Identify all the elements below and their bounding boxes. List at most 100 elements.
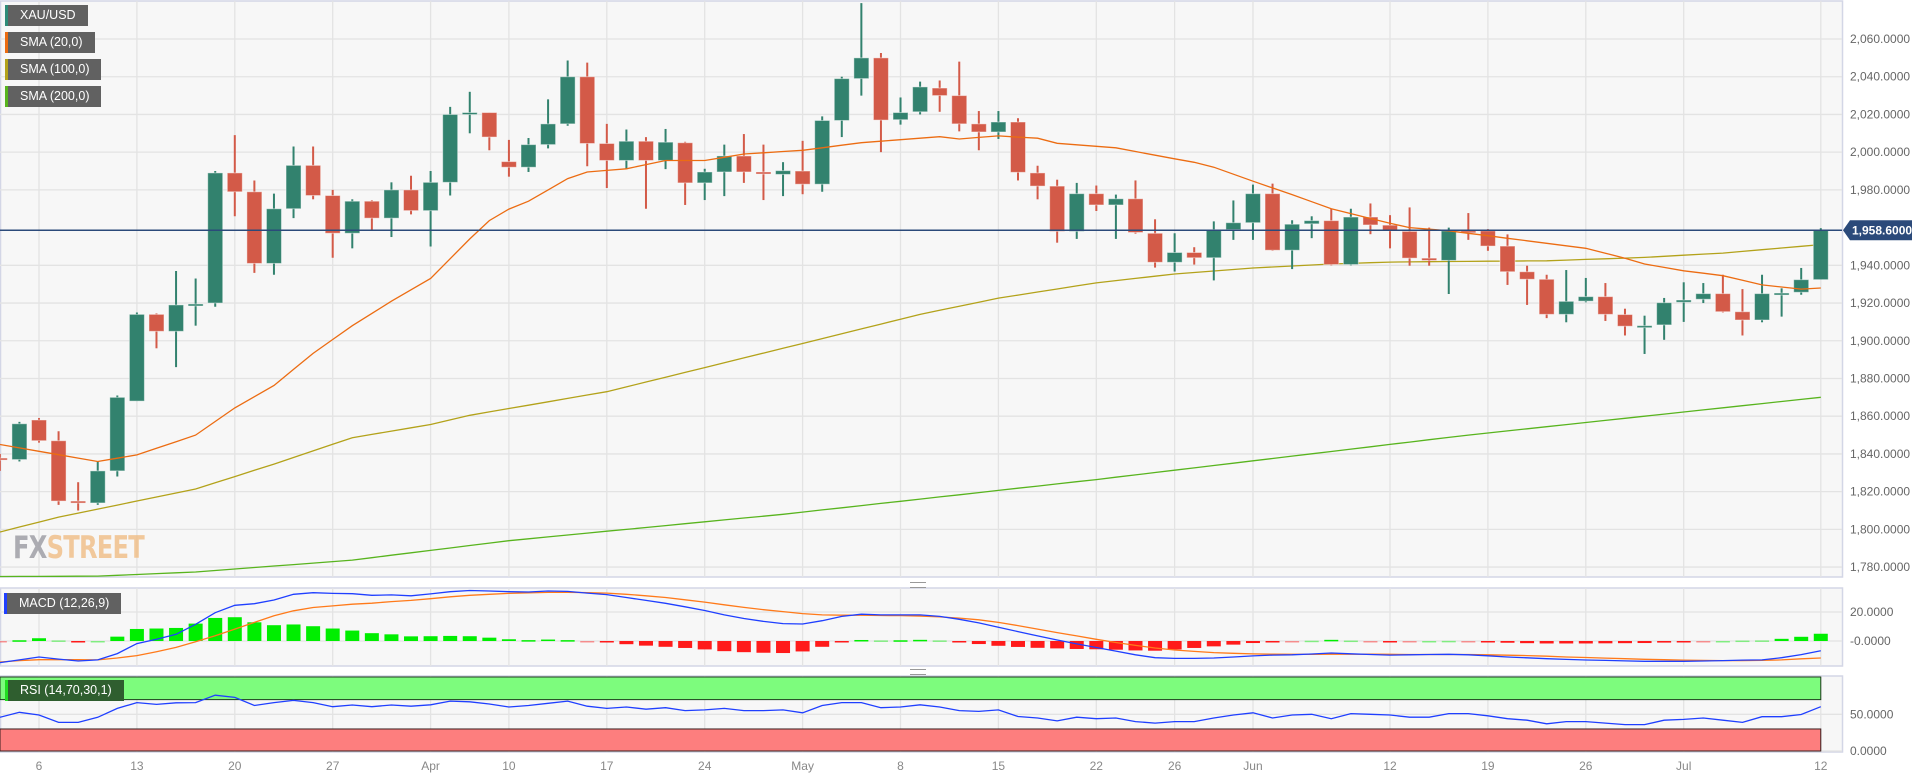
candle-body [148, 313, 165, 332]
candle-body [1049, 185, 1066, 232]
candle [1734, 289, 1751, 336]
candle-body [1068, 193, 1085, 232]
macd-histogram-bar [873, 640, 888, 642]
legend-sma100[interactable]: SMA (100,0) [5, 59, 102, 80]
candle-body [422, 181, 439, 212]
candle-body [1714, 293, 1731, 313]
x-tick-label: 26 [1579, 759, 1593, 773]
x-tick-label: 10 [502, 759, 516, 773]
sma200-line [0, 396, 1821, 578]
macd-histogram-bar [306, 626, 321, 641]
candle [344, 199, 361, 249]
macd-histogram-bar [560, 640, 575, 642]
candle [951, 61, 968, 132]
macd-histogram-bar [1794, 636, 1809, 641]
candle [540, 99, 557, 149]
candle-body [1695, 293, 1712, 300]
candle [1714, 274, 1731, 313]
candle [1597, 283, 1614, 321]
macd-histogram-bar [384, 634, 399, 641]
legend-sma20[interactable]: SMA (20,0) [5, 32, 95, 53]
candle-body [265, 208, 282, 264]
candle-body [89, 470, 106, 504]
legend-rsi[interactable]: RSI (14,70,30,1) [5, 680, 124, 701]
macd-histogram-bar [658, 641, 673, 647]
candle [1088, 185, 1105, 212]
candle [755, 144, 772, 201]
candle [735, 134, 752, 183]
candle [148, 313, 165, 349]
candle-body [1440, 230, 1457, 261]
candle-body [324, 195, 341, 234]
macd-histogram-bar [1441, 640, 1456, 643]
candle [187, 278, 204, 326]
candle [500, 139, 517, 177]
candle [1773, 288, 1790, 317]
macd-histogram-bar [1461, 641, 1476, 643]
candle-body [657, 141, 674, 161]
candle [853, 3, 870, 96]
candle-body [11, 423, 28, 461]
macd-histogram-bar [541, 639, 556, 642]
macd-histogram-bar [599, 641, 614, 643]
candle [1499, 234, 1516, 285]
candle [696, 168, 713, 201]
macd-histogram-bar [697, 641, 712, 650]
rsi-overbought-zone [0, 676, 1822, 701]
macd-signal-line [0, 591, 1821, 663]
candle [637, 137, 654, 209]
candle-body [1479, 230, 1496, 247]
legend-symbol[interactable]: XAU/USD [5, 5, 88, 26]
candle-body [1538, 278, 1555, 315]
candle-body [1010, 121, 1026, 173]
macd-histogram-bar [188, 623, 203, 641]
candle-body [520, 144, 537, 168]
candle-body [363, 200, 380, 219]
x-tick-label: Jul [1676, 759, 1691, 773]
candle-body [1793, 279, 1810, 293]
candle-body [1675, 299, 1692, 303]
candle [1695, 283, 1712, 304]
macd-histogram-bar [364, 633, 379, 641]
macd-histogram-bar [90, 641, 105, 643]
legend-macd[interactable]: MACD (12,26,9) [4, 593, 122, 614]
macd-line [0, 589, 1821, 664]
candle [1616, 308, 1633, 336]
macd-histogram-bar [110, 636, 125, 641]
legend-sma200[interactable]: SMA (200,0) [5, 86, 102, 107]
y-tick-label: 2,020.0000 [1850, 107, 1910, 121]
candle-body [951, 95, 968, 125]
macd-histogram-bar [1480, 641, 1495, 643]
candle [990, 111, 1007, 139]
candle-body [1558, 300, 1575, 315]
candle [833, 76, 850, 138]
candle [305, 146, 322, 200]
candle-body [1225, 222, 1242, 230]
macd-histogram-bar [1343, 640, 1358, 643]
logo-fx: FX [13, 530, 47, 566]
candle-body [1205, 228, 1222, 259]
panel-resize-handle-icon[interactable] [910, 582, 926, 588]
candle-body [755, 171, 772, 175]
candle-body [1127, 198, 1144, 234]
panel-resize-handle-icon[interactable] [910, 669, 926, 675]
candle [559, 60, 576, 126]
logo-street: STREET [46, 530, 145, 566]
x-tick-label: 26 [1168, 759, 1182, 773]
candle [814, 116, 831, 192]
candle-body [1421, 257, 1438, 261]
macd-histogram-bar [952, 641, 967, 643]
candle [1244, 184, 1261, 240]
macd-histogram-bar [12, 640, 27, 642]
candle-body [892, 112, 909, 121]
candle-body [1166, 251, 1183, 263]
macd-histogram-bar [1030, 641, 1045, 648]
candle-body [1499, 245, 1516, 273]
candle [775, 162, 792, 197]
y-tick-label: 1,800.0000 [1850, 522, 1910, 536]
x-tick-label: 13 [130, 759, 144, 773]
macd-histogram-bar [325, 628, 340, 641]
macd-histogram-bar [521, 640, 536, 642]
candle [872, 52, 889, 153]
